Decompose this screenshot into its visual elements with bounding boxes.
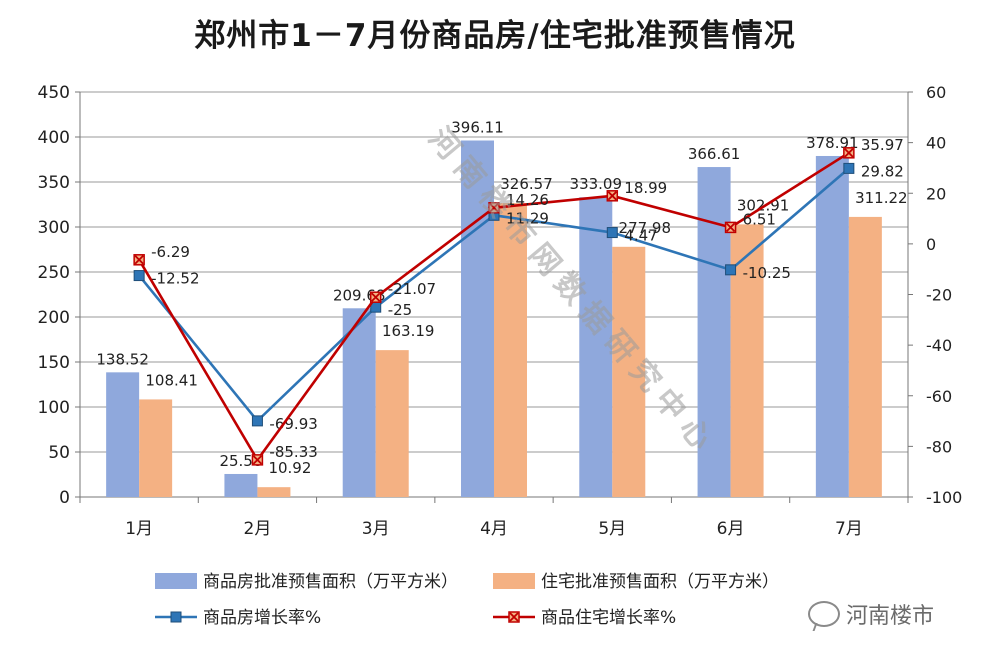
left-axis-tick-label: 0: [59, 488, 70, 508]
bar: [461, 140, 494, 497]
bar: [697, 167, 731, 497]
bar: [815, 155, 849, 497]
line-marker: [606, 227, 618, 239]
bar-data-label: 366.61: [688, 145, 741, 163]
right-axis-tick-label: 40: [926, 134, 946, 153]
left-axis-tick-label: 250: [38, 263, 70, 283]
legend-label: 住宅批准预售面积（万平方米）: [541, 572, 779, 592]
bar-data-label: 108.41: [145, 371, 198, 389]
bar: [106, 372, 140, 497]
right-axis-tick-label: -100: [926, 488, 962, 507]
legend-marker: [170, 611, 182, 623]
x-axis-tick-label: 4月: [480, 519, 508, 539]
legend-label: 商品房批准预售面积（万平方米）: [203, 572, 458, 592]
x-axis-tick-label: 1月: [125, 519, 153, 539]
line-marker-cross: [134, 255, 144, 265]
line-marker: [133, 270, 145, 282]
line-data-label: 14.26: [506, 191, 549, 209]
right-axis-tick-label: 0: [926, 235, 936, 254]
bar: [224, 473, 258, 497]
line-marker-cross: [489, 203, 499, 213]
right-axis-tick-label: 60: [926, 83, 946, 102]
bar: [342, 308, 376, 497]
legend-swatch: [155, 573, 197, 589]
left-axis-tick-label: 350: [38, 173, 70, 193]
bar-data-label: 396.11: [451, 119, 504, 137]
bar: [579, 197, 613, 497]
left-axis-tick-label: 450: [38, 83, 70, 103]
line-data-label: 6.51: [743, 210, 776, 228]
line-data-label: 11.29: [506, 209, 549, 227]
bar-data-label: 333.09: [570, 175, 623, 193]
line-data-label: 4.47: [624, 227, 657, 245]
left-axis-tick-label: 400: [38, 128, 70, 148]
right-axis-tick-label: -60: [926, 387, 952, 406]
line-data-label: 29.82: [861, 162, 904, 180]
x-axis-tick-label: 3月: [362, 519, 390, 539]
bar: [848, 216, 882, 498]
bar: [612, 246, 646, 497]
bar-data-label: 25.58: [219, 452, 262, 470]
left-axis-tick-label: 150: [38, 353, 70, 373]
line-data-label: -6.29: [151, 243, 190, 261]
bar-data-label: 277.98: [619, 219, 672, 237]
line-data-label: -69.93: [269, 415, 317, 433]
x-axis-tick-label: 6月: [717, 519, 745, 539]
line-marker: [251, 415, 263, 427]
chart-title: 郑州市1－7月份商品房/住宅批准预售情况: [194, 18, 796, 54]
left-axis-tick-label: 100: [38, 398, 70, 418]
line-data-label: -12.52: [151, 270, 199, 288]
line-data-label: 18.99: [624, 179, 667, 197]
bar: [139, 399, 173, 497]
bar-data-label: 311.22: [855, 189, 908, 207]
bar: [257, 487, 291, 497]
legend-label: 商品房增长率%: [203, 608, 321, 628]
bar-data-label: 326.57: [500, 175, 553, 193]
legend-swatch: [493, 573, 535, 589]
bar: [494, 203, 527, 497]
line-marker-cross: [252, 455, 263, 465]
line-marker-cross: [725, 222, 736, 233]
line-marker: [843, 162, 855, 174]
bar-data-label: 163.19: [382, 322, 435, 340]
x-axis-tick-label: 2月: [244, 519, 272, 539]
line-data-label: -85.33: [269, 443, 317, 461]
line-marker-cross: [371, 292, 381, 302]
line-data-label: -25: [388, 301, 413, 319]
left-axis-tick-label: 200: [38, 308, 70, 328]
bar-data-label: 10.92: [268, 459, 311, 477]
right-axis-tick-label: -40: [926, 336, 952, 355]
legend-marker-cross: [509, 612, 519, 622]
right-axis-tick-label: 20: [926, 184, 946, 203]
line-data-label: -21.07: [388, 280, 436, 298]
right-axis-tick-label: -80: [926, 437, 952, 456]
line-marker: [725, 264, 737, 276]
left-axis-tick-label: 300: [38, 218, 70, 238]
line-data-label: 35.97: [861, 136, 904, 154]
left-axis-tick-label: 50: [48, 443, 70, 463]
bar-data-label: 138.52: [96, 350, 149, 368]
right-axis-tick-label: -20: [926, 286, 952, 305]
x-axis-tick-label: 5月: [598, 519, 626, 539]
bar: [375, 350, 409, 497]
x-axis-tick-label: 7月: [835, 519, 863, 539]
line-marker-cross: [844, 148, 854, 158]
line-marker-cross: [607, 191, 617, 201]
line-data-label: -10.25: [743, 264, 791, 282]
legend-label: 商品住宅增长率%: [541, 608, 676, 628]
